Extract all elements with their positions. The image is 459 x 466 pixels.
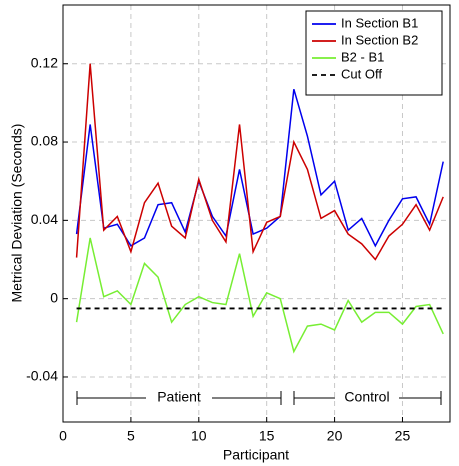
legend-label: Cut Off [341, 66, 382, 81]
y-axis-label: Metrical Deviation (Seconds) [9, 124, 25, 303]
x-tick-label: 10 [191, 428, 207, 444]
y-tick-label: 0 [50, 289, 58, 305]
ticks: 0 5 10 15 20 25 -0.04 0 0.04 0.08 0.12 [26, 54, 410, 443]
legend-label: B2 - B1 [341, 49, 384, 64]
y-tick-label: 0.08 [31, 133, 58, 149]
series-line [75, 88, 444, 248]
legend-label: In Section B1 [341, 15, 418, 30]
legend: In Section B1 In Section B2 B2 - B1 Cut Off [305, 10, 443, 96]
x-tick-label: 15 [259, 428, 275, 444]
annotation: Patient [157, 389, 201, 405]
x-tick-label: 20 [327, 428, 343, 444]
y-tick-label: 0.12 [31, 54, 58, 70]
series-line [75, 63, 444, 261]
x-tick-label: 5 [127, 428, 135, 444]
x-axis-label: Participant [223, 447, 289, 463]
y-tick-label: 0.04 [31, 211, 58, 227]
plot-frame [62, 4, 451, 423]
annotation: Control [344, 389, 389, 405]
legend-label: In Section B2 [341, 32, 418, 47]
series-line [75, 237, 444, 354]
group-brackets: Patient Control [76, 389, 442, 405]
lines [75, 63, 444, 354]
x-tick-label: 25 [395, 428, 411, 444]
y-tick-label: -0.04 [26, 368, 58, 384]
x-tick-label: 0 [59, 428, 67, 444]
legend-box [305, 10, 443, 96]
